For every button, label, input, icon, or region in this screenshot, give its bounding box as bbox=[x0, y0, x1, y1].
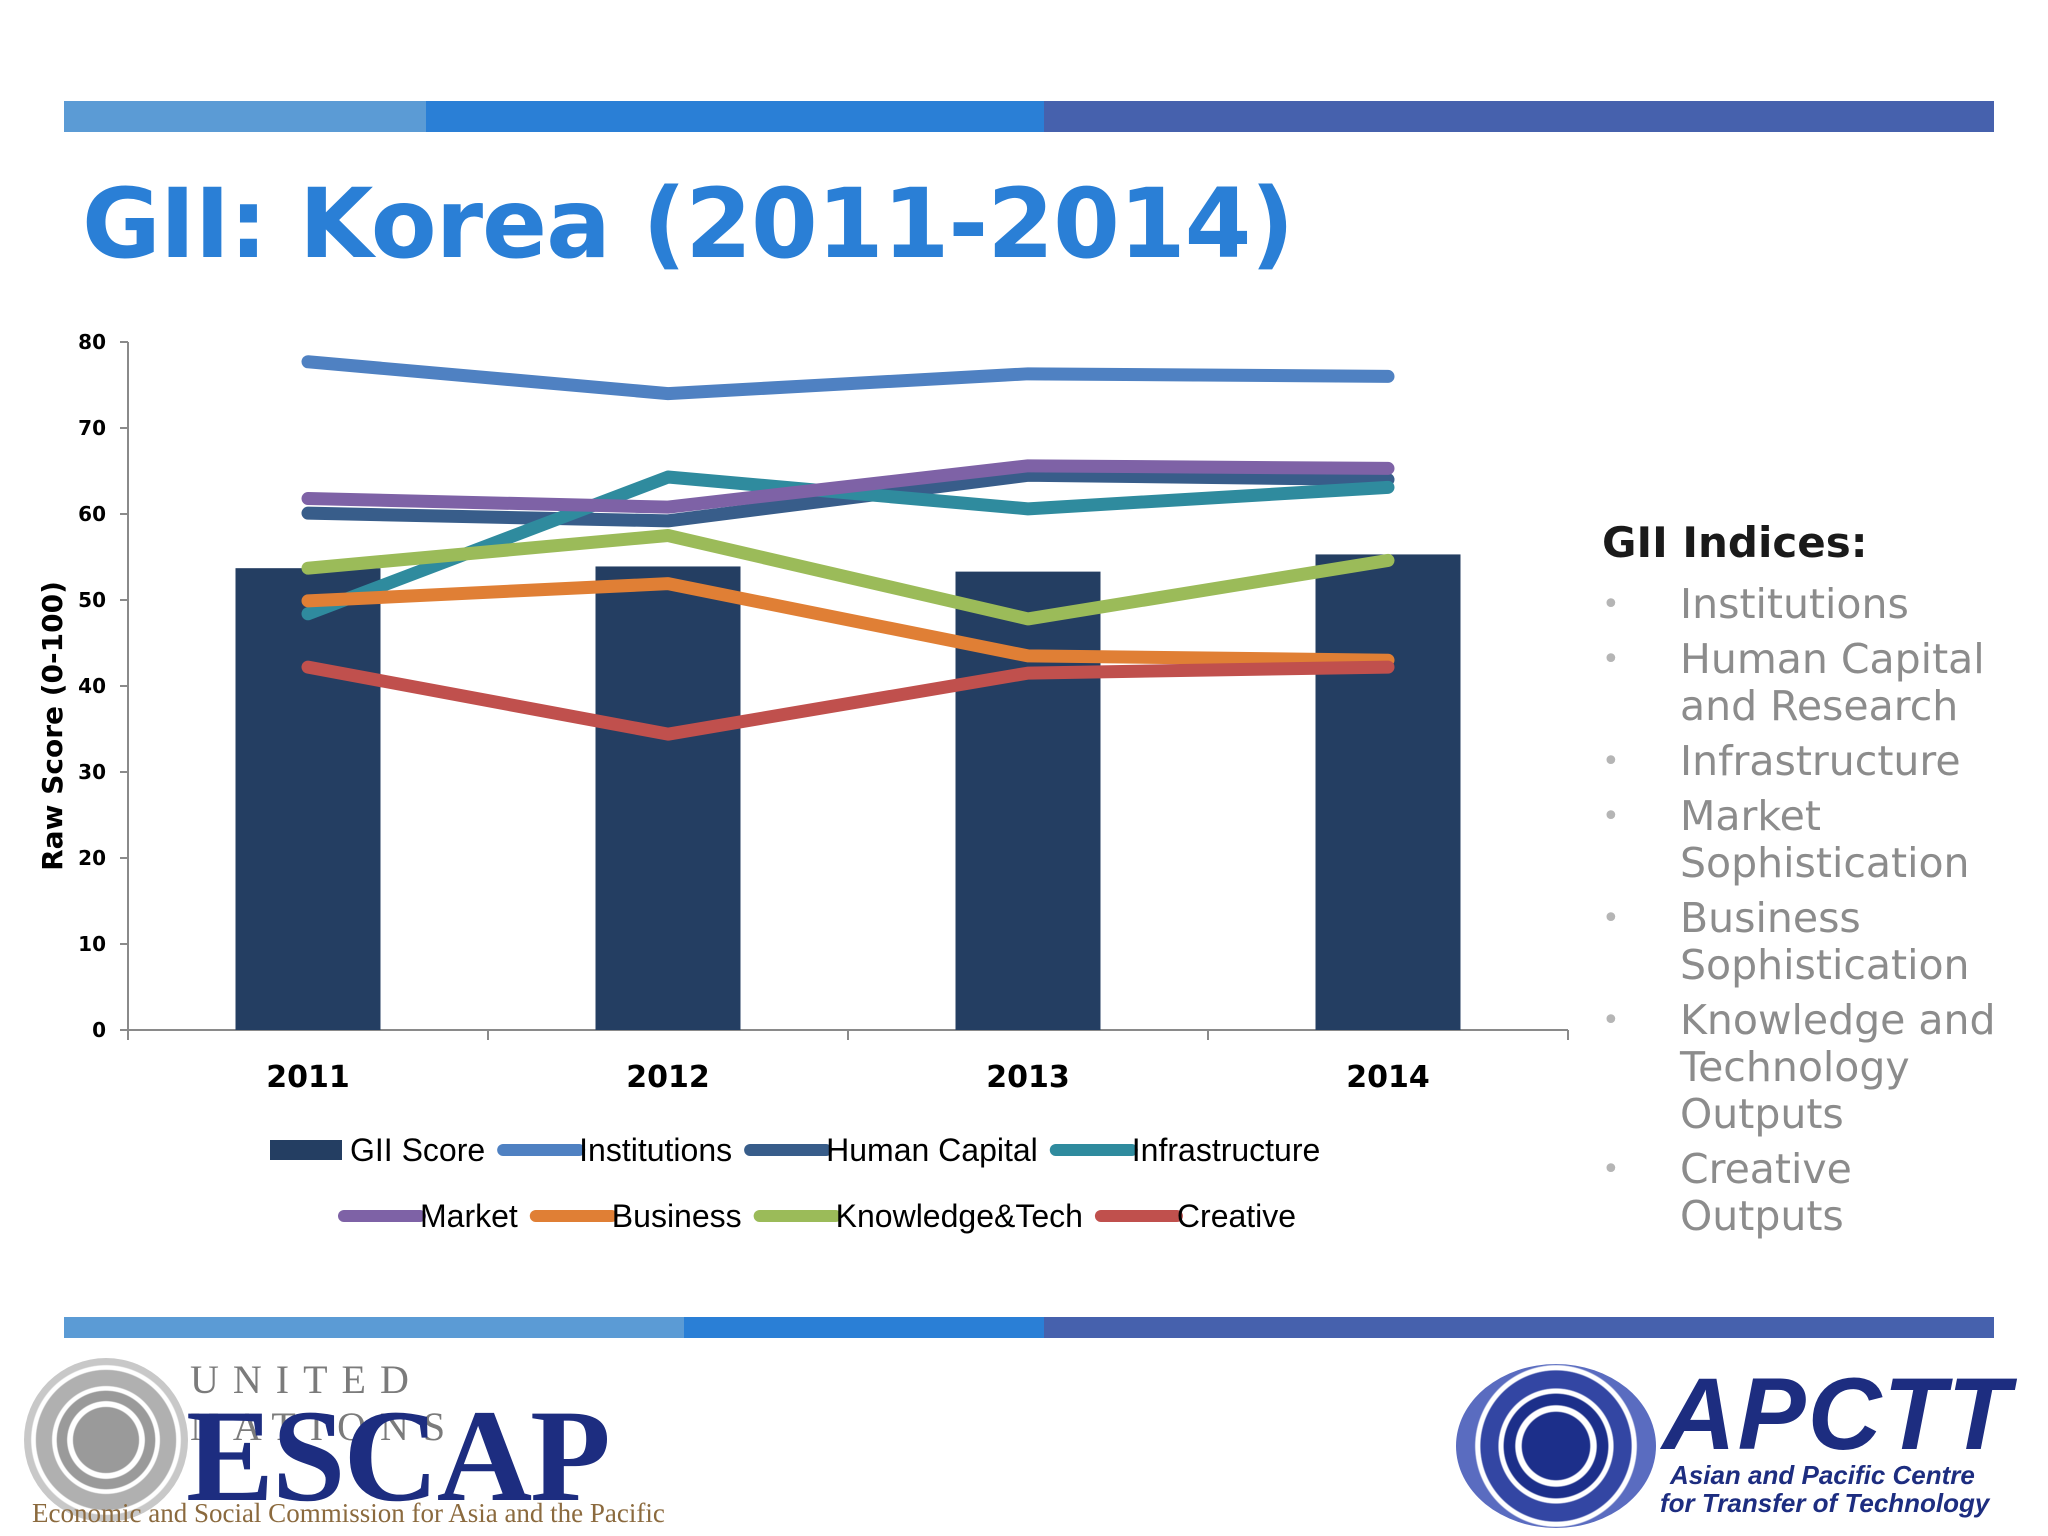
legend-label-institutions: Institutions bbox=[579, 1132, 732, 1168]
bar-gii-score bbox=[235, 568, 381, 1030]
escap-logo: UNITED NATIONS ESCAP Economic and Social… bbox=[18, 1350, 678, 1530]
y-tick-label: 10 bbox=[78, 932, 106, 956]
top-accent-strip bbox=[64, 101, 1994, 132]
series-line-knowledge-tech bbox=[301, 529, 1395, 626]
gii-index-item: Infrastructure bbox=[1602, 738, 2022, 786]
y-tick-label: 50 bbox=[78, 588, 106, 612]
x-tick-label: 2012 bbox=[626, 1060, 710, 1095]
strip-segment-mid bbox=[426, 101, 1044, 132]
gii-index-item: Institutions bbox=[1602, 581, 2022, 629]
y-tick-label: 70 bbox=[78, 416, 106, 440]
y-tick-label: 30 bbox=[78, 760, 106, 784]
gii-indices-panel: GII Indices: Institutions Human Capital a… bbox=[1602, 518, 2022, 1248]
legend-label-knowledge-tech: Knowledge&Tech bbox=[836, 1198, 1083, 1234]
y-tick-label: 0 bbox=[92, 1018, 106, 1042]
legend-label-human-capital: Human Capital bbox=[826, 1132, 1038, 1168]
bottom-accent-strip bbox=[64, 1317, 1994, 1338]
series-line-market bbox=[301, 459, 1395, 514]
legend-label-business: Business bbox=[612, 1198, 742, 1234]
gii-indices-list: Institutions Human Capital and Research In… bbox=[1602, 581, 2022, 1240]
x-tick-label: 2014 bbox=[1346, 1060, 1430, 1095]
series-line-business bbox=[301, 577, 1395, 667]
gii-index-item: Creative Outputs bbox=[1602, 1146, 2022, 1240]
series-line-creative bbox=[301, 660, 1395, 741]
strip-segment-dark bbox=[1044, 1317, 1994, 1338]
strip-segment-light bbox=[64, 1317, 684, 1338]
gii-index-item: Market Sophistication bbox=[1602, 793, 2022, 887]
y-tick-label: 40 bbox=[78, 674, 106, 698]
un-emblem-icon bbox=[1456, 1364, 1656, 1528]
legend-label-gii-score: GII Score bbox=[350, 1132, 485, 1168]
strip-segment-mid bbox=[684, 1317, 1044, 1338]
legend-label-market: Market bbox=[420, 1198, 518, 1234]
x-tick-label: 2013 bbox=[986, 1060, 1070, 1095]
y-axis-label: Raw Score (0-100) bbox=[36, 581, 69, 871]
legend-swatch-gii-score bbox=[270, 1140, 342, 1160]
apctt-logo: APCTT Asian and Pacific Centre for Trans… bbox=[1456, 1357, 2036, 1530]
gii-chart: 0 10 20 30 40 50 60 70 80 2011 2012 2013 2014 Raw Sco… bbox=[36, 330, 1569, 1234]
gii-indices-title: GII Indices: bbox=[1602, 518, 1868, 567]
y-tick-label: 60 bbox=[78, 502, 106, 526]
escap-org-line: UNITED NATIONS bbox=[190, 1357, 460, 1449]
y-tick-label: 80 bbox=[78, 330, 106, 354]
apctt-wordmark: APCTT bbox=[1662, 1357, 2012, 1471]
slide-title: GII: Korea (2011-2014) bbox=[82, 168, 1294, 280]
gii-index-item: Human Capital and Research bbox=[1602, 636, 2022, 730]
strip-segment-light bbox=[64, 101, 426, 132]
bar-gii-score bbox=[595, 566, 741, 1030]
series-line-institutions bbox=[301, 355, 1395, 401]
bar-gii-score bbox=[1315, 554, 1461, 1030]
gii-index-item: Business Sophistication bbox=[1602, 895, 2022, 989]
y-tick-label: 20 bbox=[78, 846, 106, 870]
gii-index-item: Knowledge and Technology Outputs bbox=[1602, 997, 2022, 1138]
x-tick-label: 2011 bbox=[266, 1060, 350, 1095]
escap-wordmark: ESCAP bbox=[186, 1382, 611, 1529]
legend-label-creative: Creative bbox=[1177, 1198, 1296, 1234]
strip-segment-dark bbox=[1044, 101, 1994, 132]
escap-subtitle: Economic and Social Commission for Asia … bbox=[32, 1498, 665, 1528]
apctt-subtitle-line2: for Transfer of Technology bbox=[1660, 1488, 1990, 1518]
un-emblem-icon bbox=[24, 1358, 188, 1522]
apctt-subtitle-line1: Asian and Pacific Centre bbox=[1670, 1460, 1975, 1490]
legend-label-infrastructure: Infrastructure bbox=[1132, 1132, 1321, 1168]
